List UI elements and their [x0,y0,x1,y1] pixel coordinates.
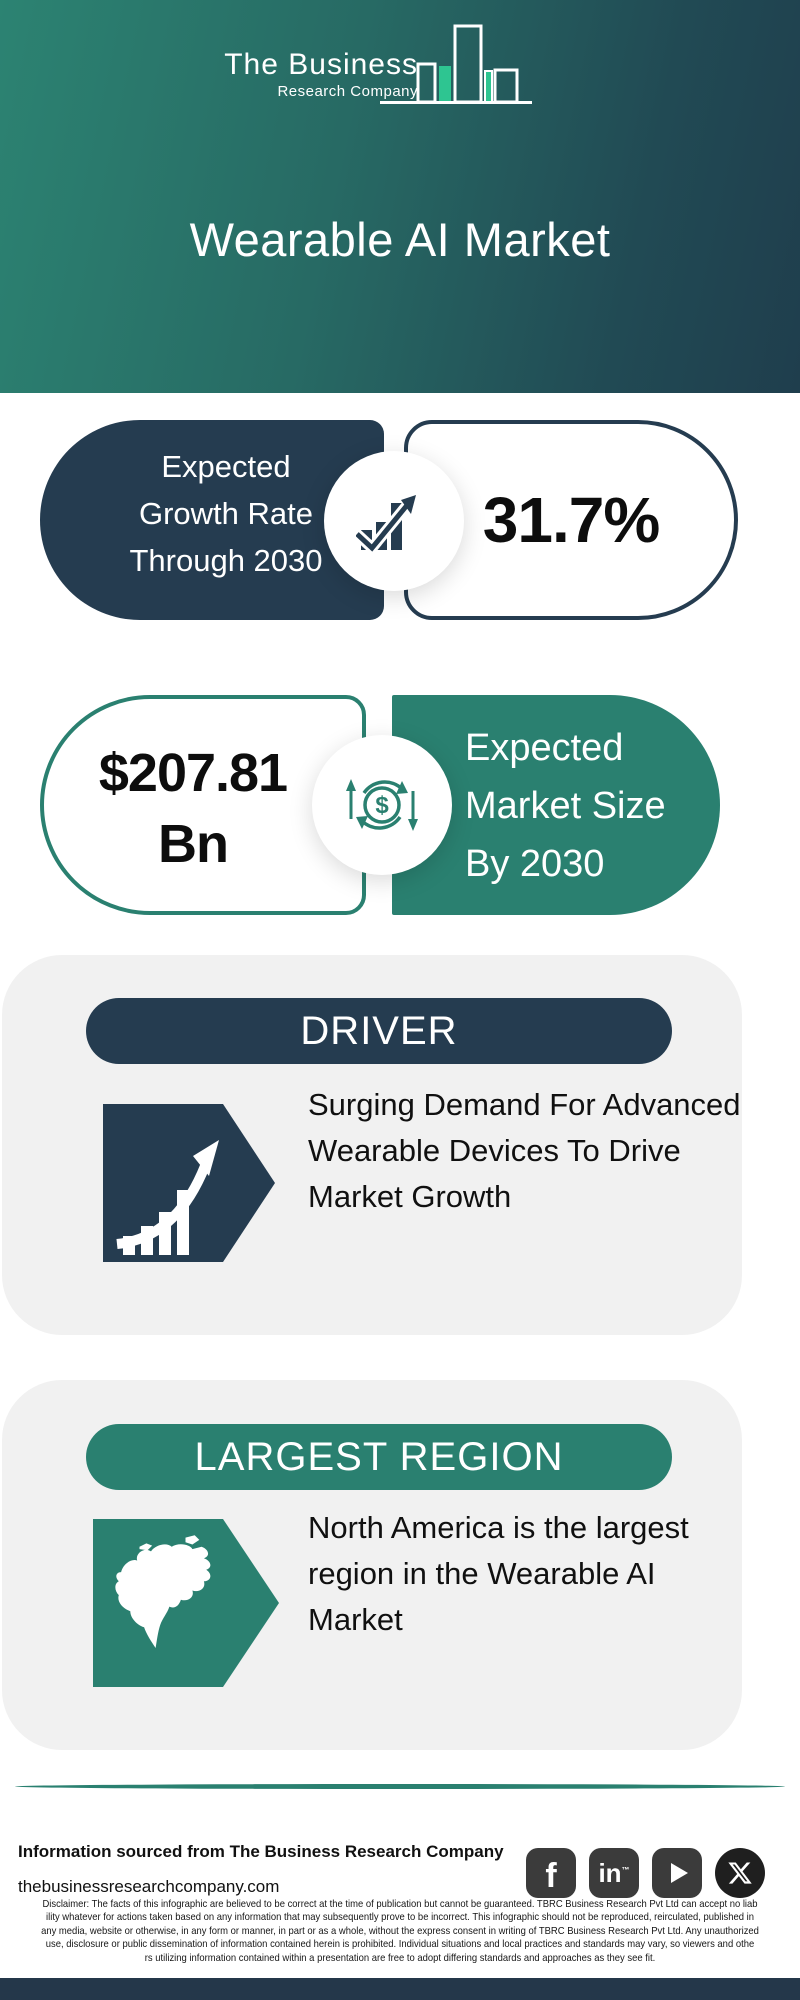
growth-icon-circle [324,451,464,591]
facebook-icon[interactable]: f [526,1848,576,1898]
source-website: thebusinessresearchcompany.com [18,1877,280,1896]
company-logo: The Business Research Company [0,0,800,130]
logo-text: The Business Research Company [150,48,418,100]
growth-rate-label: Expected Growth Rate Through 2030 [40,443,412,584]
growth-label-line2: Growth Rate [138,496,313,531]
disclaimer-line: use, disclosure or public dissemination … [45,1938,755,1951]
market-label-line3: By 2030 [465,843,605,885]
driver-text: Surging Demand For Advanced Wearable Dev… [308,1087,741,1214]
largest-region-text: North America is the largest region in t… [308,1510,689,1637]
linkedin-glyph: in™ [598,1857,630,1888]
header-band: The Business Research Company Wearable A… [0,0,800,393]
source-line1: Information sourced from The Business Re… [18,1842,504,1861]
market-size-value-line2: Bn [158,814,229,874]
growth-rate-value-pill: 31.7% [404,420,738,620]
social-icons: f in™ [526,1848,765,1898]
growth-label-line1: Expected [161,449,291,484]
youtube-icon[interactable] [652,1848,702,1898]
logo-line1: The Business [224,48,418,81]
disclaimer-line: rs utilizing information contained withi… [144,1951,656,1964]
growth-rate-value: 31.7% [482,484,660,556]
market-size-value: $207.81 Bn [30,738,356,880]
largest-region-card-header: LARGEST REGION [86,1424,672,1490]
teal-divider [15,1784,785,1789]
facebook-glyph: f [545,1856,557,1895]
bottom-navy-bar [0,1978,800,2000]
north-america-map-icon [93,1519,279,1687]
x-twitter-icon[interactable] [715,1848,765,1898]
market-size-label: Expected Market Size By 2030 [465,719,666,893]
logo-line2: Research Company [277,83,418,100]
linkedin-icon[interactable]: in™ [589,1848,639,1898]
market-label-line2: Market Size [465,785,666,827]
largest-region-card: LARGEST REGION North America is the larg… [2,1380,742,1750]
svg-text:$: $ [375,792,389,819]
money-exchange-icon: $ [346,779,418,831]
disclaimer: Disclaimer: The facts of this infographi… [0,1898,800,1965]
page-title: Wearable AI Market [189,213,611,266]
source-info: Information sourced from The Business Re… [18,1834,504,1904]
disclaimer-line: ility whatever for actions taken based o… [46,1911,754,1924]
market-size-value-line1: $207.81 [98,743,288,803]
driver-card-header: DRIVER [86,998,672,1064]
driver-card: DRIVER Surging Demand For Advanced Weara… [2,955,742,1335]
x-glyph [728,1862,752,1884]
largest-region-header-label: LARGEST REGION [194,1434,564,1479]
bar-chart-logo-icon [380,24,532,104]
youtube-play-glyph [670,1863,688,1883]
driver-header-label: DRIVER [300,1008,458,1053]
disclaimer-line: Disclaimer: The facts of this infographi… [42,1898,758,1910]
market-size-value-pill [40,695,366,915]
growth-label-line3: Through 2030 [129,543,323,578]
money-icon-circle: $ [312,735,452,875]
growth-trend-icon [356,495,416,557]
growth-arrow-bars-icon [103,1104,275,1262]
disclaimer-line: any media, website or otherwise, in any … [41,1924,759,1937]
market-label-line1: Expected [465,727,624,769]
